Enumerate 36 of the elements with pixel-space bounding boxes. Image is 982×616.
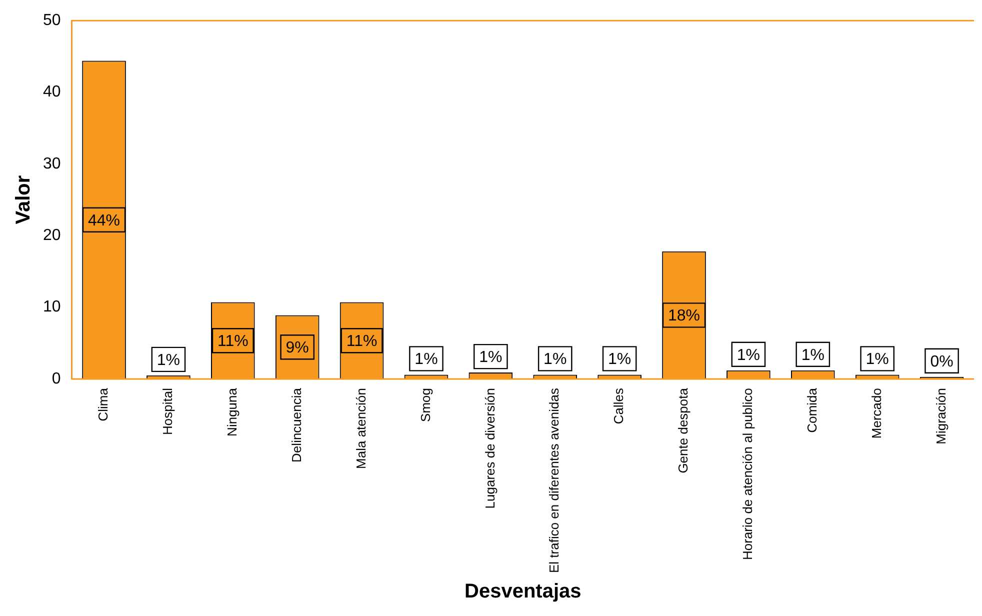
data-label: 44%: [88, 212, 120, 230]
x-tick-label: Mala atención: [353, 388, 368, 469]
data-label: 11%: [346, 333, 378, 350]
x-tick-label: Mercado: [868, 388, 884, 439]
x-tick-label: Smog: [418, 388, 433, 422]
data-label: 11%: [217, 333, 248, 350]
y-tick-label: 10: [43, 298, 61, 316]
x-axis-title: Desventajas: [464, 580, 582, 603]
data-label: 1%: [479, 348, 502, 366]
y-tick-label: 20: [43, 227, 61, 244]
data-label: 9%: [286, 340, 309, 357]
data-label: 1%: [736, 346, 760, 364]
data-label: 1%: [414, 351, 438, 368]
x-tick-label: El trafico en diferentes avenidas: [546, 388, 562, 574]
y-tick-label: 50: [43, 12, 61, 30]
data-label: 18%: [668, 308, 700, 325]
data-label: 1%: [866, 351, 889, 368]
x-tick-label: Ninguna: [224, 387, 240, 436]
x-tick-label: Gente despota: [676, 387, 691, 474]
x-tick-label: Hospital: [160, 388, 176, 435]
y-tick-label: 30: [43, 155, 61, 172]
x-tick-label: Comida: [804, 387, 820, 433]
x-tick-label: Horario de atención al publico: [740, 388, 756, 560]
y-tick-label: 40: [43, 84, 61, 101]
y-axis-title: Valor: [12, 175, 35, 224]
x-tick-label: Lugares de diversión: [482, 388, 498, 509]
x-tick-label: Delincuencia: [288, 387, 304, 462]
x-tick-label: Clima: [96, 387, 111, 422]
data-label: 1%: [156, 352, 180, 369]
data-label: 1%: [544, 351, 567, 368]
data-label: 0%: [930, 353, 954, 370]
data-label: 1%: [608, 351, 632, 368]
y-tick-label: 0: [52, 370, 61, 388]
x-tick-label: Calles: [611, 388, 626, 424]
x-tick-label: Migración: [933, 388, 948, 444]
data-label: 1%: [801, 346, 824, 364]
